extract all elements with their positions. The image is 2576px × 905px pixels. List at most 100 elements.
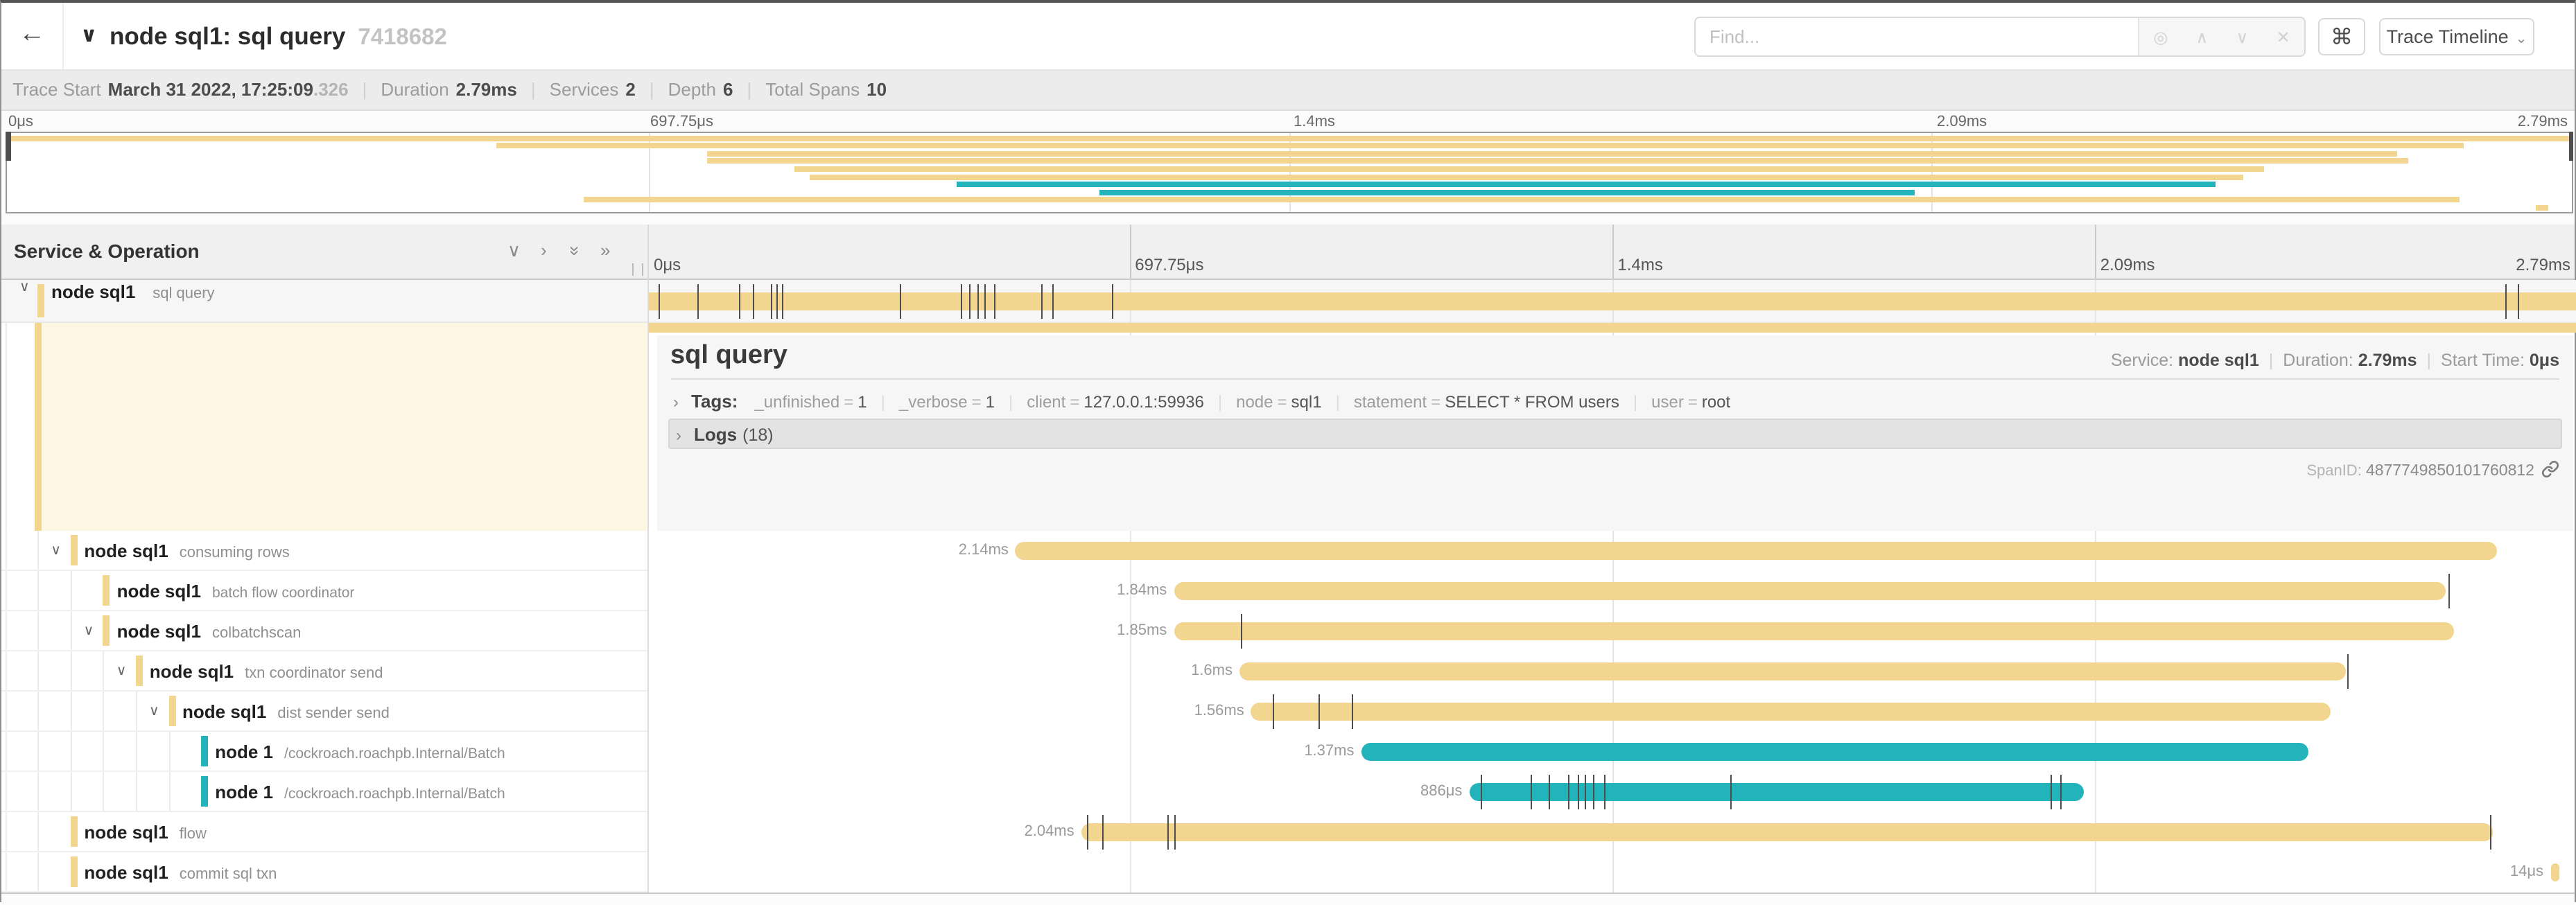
separator: | [747,79,752,100]
tree-row[interactable]: node 1/cockroach.roachpb.Internal/Batch [1,772,647,812]
tag: _unfinished = 1 [754,392,867,411]
tree-guide-line [168,772,170,811]
span-operation: consuming rows [179,545,290,561]
trace-collapse-icon[interactable]: ∨ [80,24,98,47]
expand-one-icon[interactable]: › [541,240,547,261]
span-bar[interactable] [1469,775,2084,809]
tree-row[interactable]: ∨ node sql1 colbatchscan [1,611,647,651]
span-bar-row[interactable]: 1.85ms [647,611,2576,651]
keyboard-shortcuts-button[interactable]: ⌘ [2318,18,2365,55]
collapse-all-icon[interactable]: » [565,245,586,256]
span-bar-row-sql-query[interactable] [647,280,2576,323]
tags-toggle[interactable]: › Tags: _unfinished = 1 | _verbose = 1 | client = 12… [673,390,1731,411]
span-bar-row[interactable]: 1.84ms [647,571,2576,611]
minimap-span-bar [2536,204,2549,211]
tree-guide-line [5,571,6,610]
tag-value: SELECT * FROM users [1445,392,1619,411]
minimap-span-bar [496,143,2464,149]
span-accent [34,323,42,531]
span-duration-label: 2.14ms [958,542,1009,559]
span-bar[interactable] [1015,542,2496,560]
span-bar-row[interactable]: 1.37ms [647,732,2576,772]
timeline-tick-label: 2.09ms [2100,255,2155,274]
span-bar-row[interactable]: 1.6ms [647,651,2576,692]
tree-row[interactable]: node sql1 flow [1,812,647,852]
trace-timeline-dropdown[interactable]: Trace Timeline ⌄ [2379,18,2534,55]
tree-row-sql-query[interactable]: ∨ node sql1 sql query [1,280,647,323]
summary-value: 2 [625,79,636,100]
span-bar[interactable] [1361,743,2309,761]
tree-row[interactable]: node 1/cockroach.roachpb.Internal/Batch [1,732,647,772]
span-bar[interactable] [1174,574,2450,608]
log-tick [1052,284,1054,319]
chevron-right-icon: › [673,392,679,411]
minimap[interactable] [6,132,2573,213]
span-bar-row[interactable]: 2.04ms [647,812,2576,852]
log-tick [899,284,901,319]
tree-guide-line [37,571,40,610]
summary-value: 10 [867,79,887,100]
tree-guide-line [5,772,6,811]
next-match-icon[interactable]: ∨ [2236,27,2249,46]
tree-row[interactable]: node sql1 batch flow coordinator [1,571,647,611]
tree-guide-line [70,772,72,811]
span-bar-row[interactable]: 886μs [647,772,2576,812]
tree-row[interactable]: ∨ node sql1 consuming rows [1,531,647,571]
tree-row[interactable]: ∨ node sql1 dist sender send [1,692,647,732]
expand-all-icon[interactable]: » [600,240,611,261]
span-service: node sql1 [84,862,168,883]
chevron-down-icon[interactable]: ∨ [149,704,159,719]
span-bar[interactable] [1251,694,2331,729]
logs-toggle[interactable]: › Logs (18) [668,418,2562,448]
tree-guide-line [37,611,40,650]
log-tick [994,284,996,319]
span-bar[interactable] [647,284,2576,319]
span-bar[interactable] [1239,654,2349,689]
span-bars: 2.14ms 1.84ms 1.85ms 1.6ms 1.56ms 1.37ms 886μs… [647,531,2576,893]
span-accent [135,656,143,686]
span-accent [201,736,209,766]
tree-guide-line [70,611,72,650]
span-bar-row[interactable]: 1.56ms [647,692,2576,732]
minimap-drag-handle-right[interactable] [2568,132,2573,161]
chevron-down-icon[interactable]: ∨ [116,664,127,679]
chevron-down-icon[interactable]: ∨ [51,543,62,559]
minimap-drag-handle-left[interactable] [6,132,10,161]
minimap-span-bar [810,174,2244,180]
summary-value: 6 [723,79,733,100]
span-duration-label: 14μs [2509,863,2544,880]
log-tick [753,284,755,319]
collapse-one-icon[interactable]: ∨ [507,240,521,261]
log-tick [961,284,963,319]
tree-guide-line [103,651,105,690]
logs-count: (18) [742,425,774,444]
chevron-down-icon[interactable]: ∨ [19,280,30,295]
find-group: ◎ ∧ ∨ ✕ [1694,17,2306,57]
span-bar[interactable] [2550,863,2560,881]
tag-equals: = [1687,392,1698,411]
span-bar[interactable] [1081,815,2493,850]
tree-row[interactable]: node sql1 commit sql txn [1,852,647,893]
log-tick [1567,775,1569,809]
back-button[interactable]: ← [1,3,64,69]
span-duration-label: 1.84ms [1117,582,1167,599]
log-tick [1167,815,1169,850]
link-icon[interactable] [2541,459,2559,477]
span-bar-row[interactable]: 2.14ms [647,531,2576,571]
find-input[interactable] [1696,18,2138,55]
tag-value: 1 [985,392,995,411]
span-bar-row[interactable]: 14μs [647,852,2576,893]
tree-row[interactable]: ∨ node sql1 txn coordinator send [1,651,647,692]
span-operation: txn coordinator send [245,665,383,682]
focus-icon[interactable]: ◎ [2153,27,2168,46]
span-duration-label: 886μs [1420,783,1463,800]
chevron-down-icon[interactable]: ∨ [83,624,94,639]
span-bar[interactable] [1174,614,2454,649]
log-tick [1112,284,1114,319]
prev-match-icon[interactable]: ∧ [2195,27,2209,46]
minimap-span-bar [707,158,2408,164]
minimap-gap [1,213,2575,225]
clear-icon[interactable]: ✕ [2276,27,2290,46]
column-resizer-grip[interactable] [632,263,643,276]
panel-divider[interactable] [647,225,648,893]
